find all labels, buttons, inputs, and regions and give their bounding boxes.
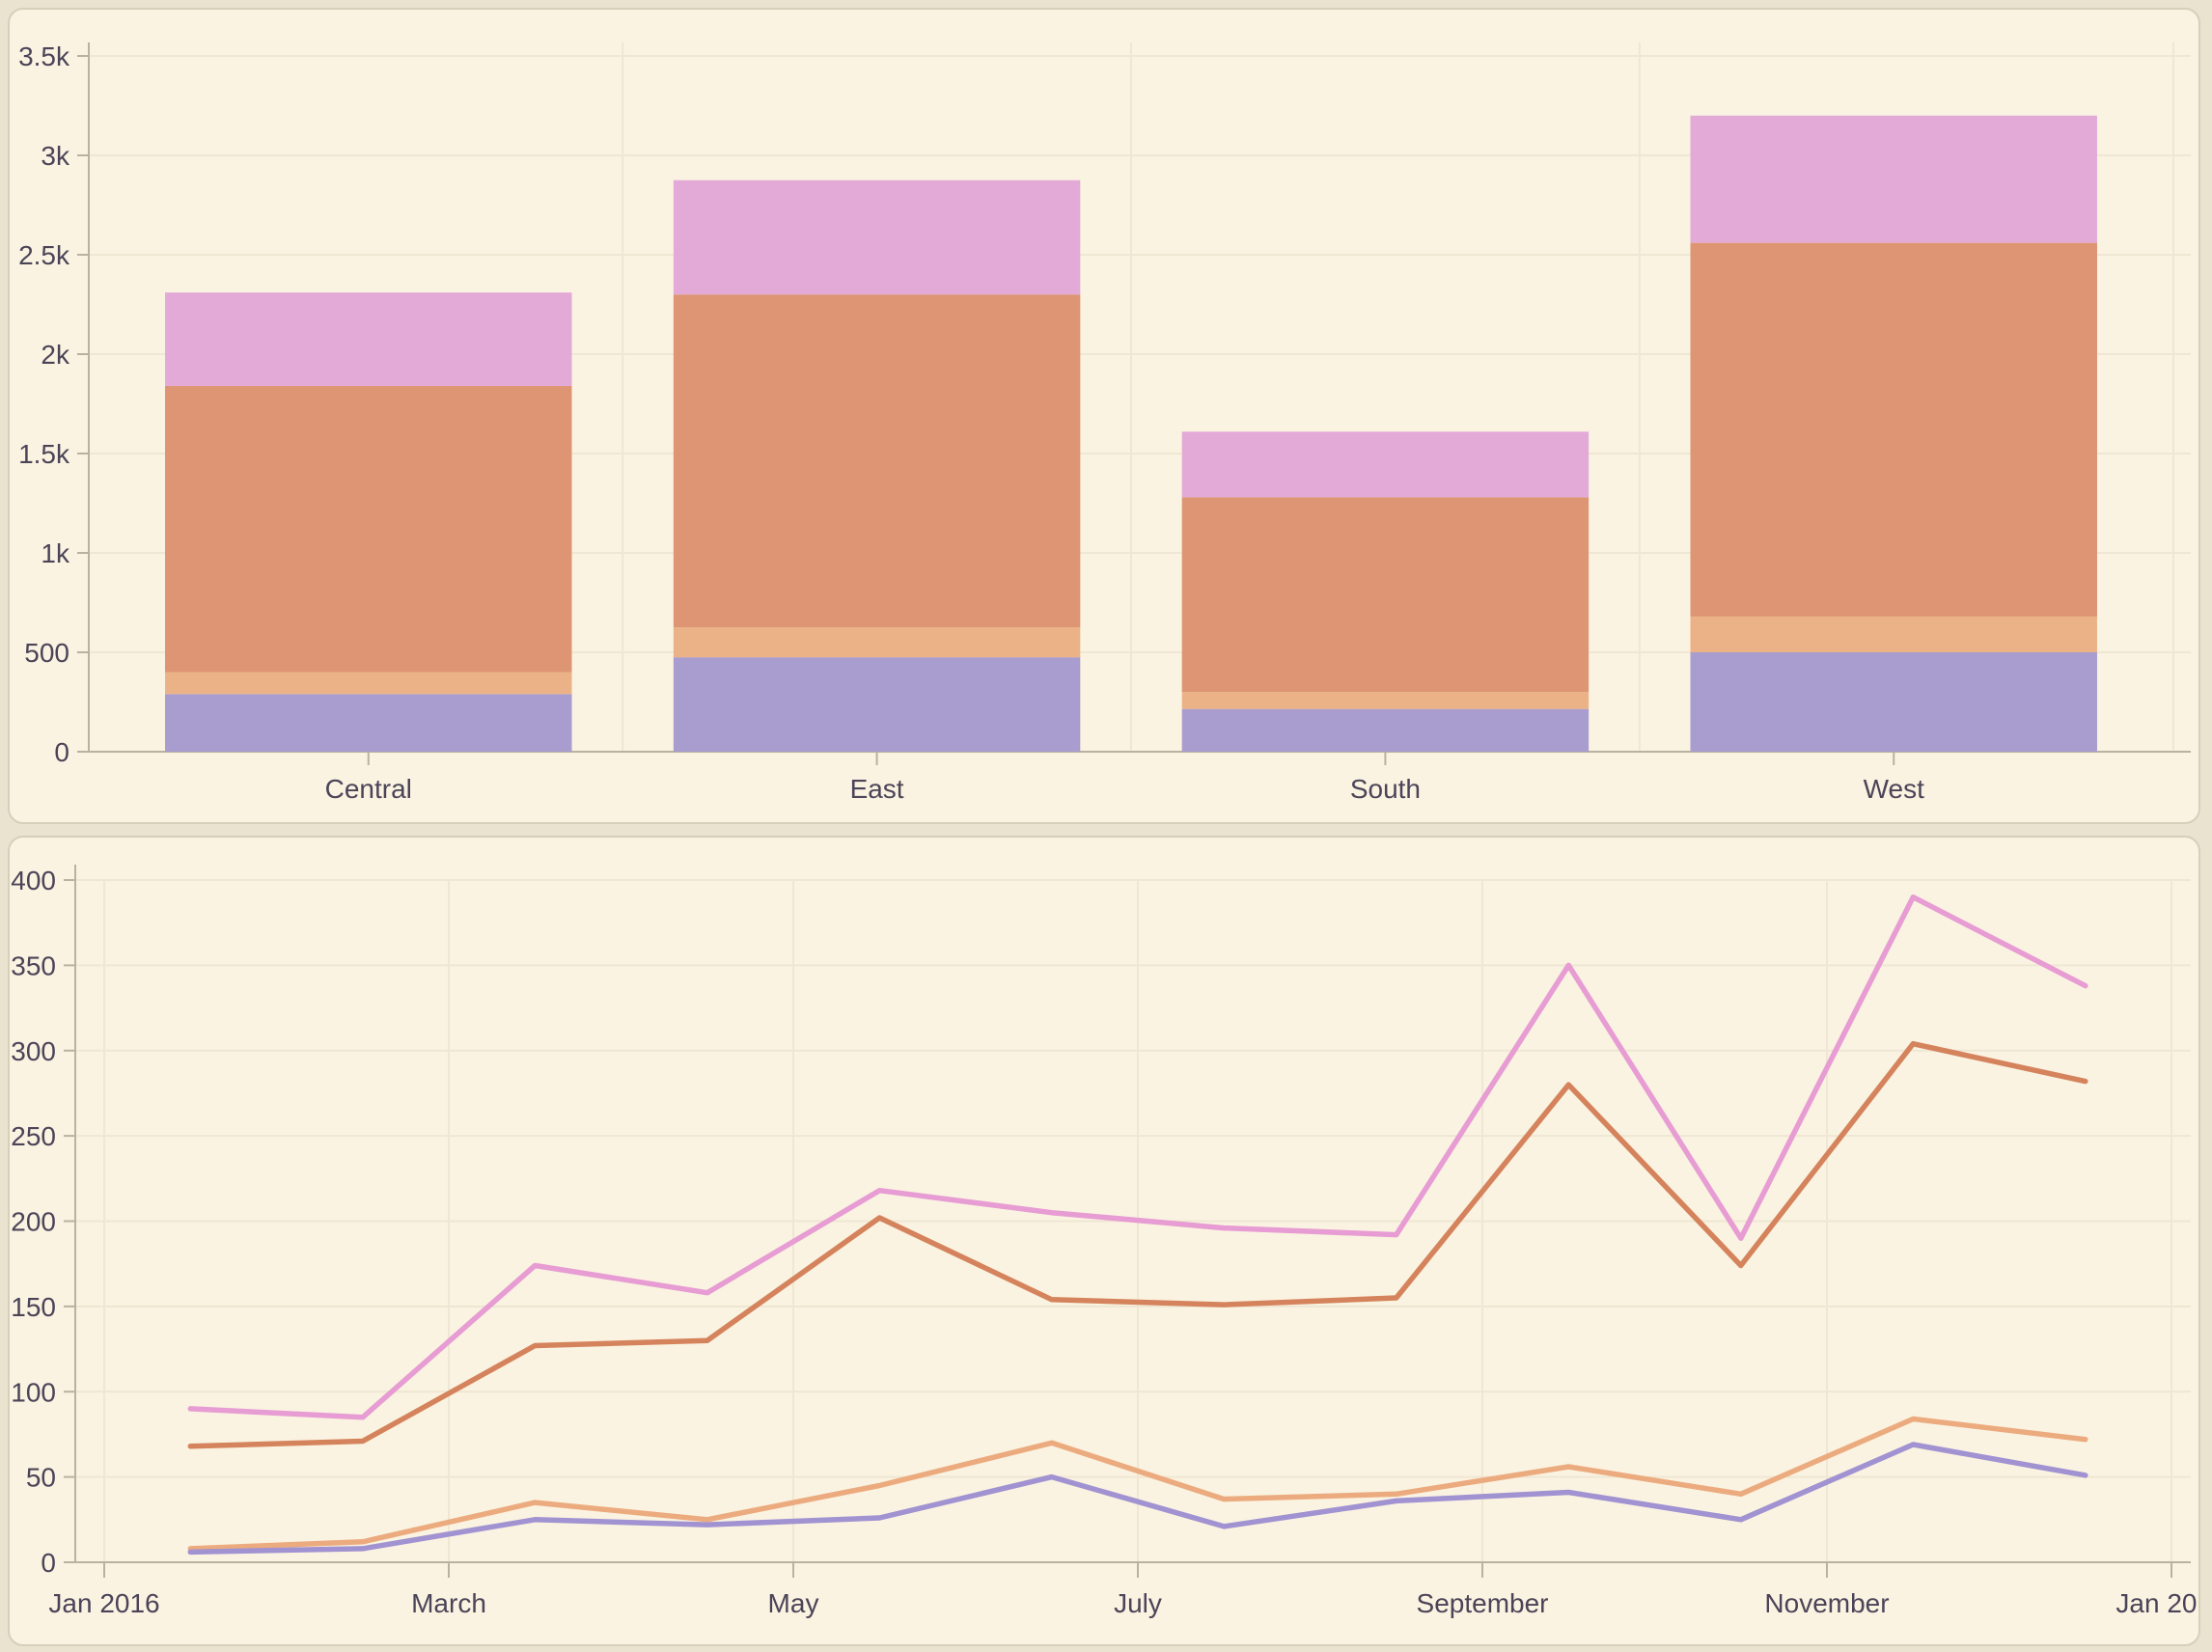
line-chart-ytick-label: 100 [11,1377,56,1407]
line-chart-ytick-label: 0 [41,1548,56,1578]
stacked-bar-chart-card: 0 500 1k 1.5k 2k 2.5k 3k 3.5k Central East South We… [8,8,2200,824]
bar-chart-category-label: Central [325,774,412,804]
bar-segment-west-pink[interactable] [1690,115,2097,243]
line-chart-xtick-label: Jan 2017 [2115,1588,2198,1618]
bar-chart-category-label: South [1350,774,1421,804]
line-chart-ytick-label: 350 [11,950,56,980]
line-chart-xtick-label: May [768,1588,819,1618]
bar-segment-east-purple[interactable] [673,657,1081,752]
bar-chart-ytick-label: 3.5k [18,41,70,71]
line-chart-xtick-label: November [1764,1588,1889,1618]
line-chart-ytick-label: 250 [11,1121,56,1151]
bar-chart-ytick-label: 0 [54,737,69,767]
bar-segment-central-tan[interactable] [165,672,572,695]
line-chart-xtick-label: September [1417,1588,1549,1618]
bar-segment-south-salmon[interactable] [1181,497,1590,693]
bar-chart-ytick-label: 2.5k [18,240,70,270]
bar-segment-east-salmon[interactable] [673,294,1081,628]
line-chart-ytick-label: 200 [11,1207,56,1237]
line-chart: 0 50 100 150 200 250 300 350 400 Jan 2016 March May… [11,865,2198,1618]
bar-segment-central-pink[interactable] [165,292,572,386]
bar-chart-ytick-label: 1k [41,538,70,568]
bar-segment-west-salmon[interactable] [1690,242,2097,617]
bar-chart-ytick-label: 2k [41,340,70,370]
bar-segment-south-purple[interactable] [1181,708,1590,752]
bar-chart-ytick-label: 1.5k [18,439,70,469]
line-series-orange[interactable] [187,1040,2088,1449]
line-chart-ytick-label: 150 [11,1292,56,1322]
line-chart-xtick-label: Jan 2016 [48,1588,159,1618]
line-chart-card: 0 50 100 150 200 250 300 350 400 Jan 2016 March May… [8,836,2200,1646]
bar-segment-central-salmon[interactable] [165,385,572,673]
bar-chart-ytick-label: 500 [24,638,69,668]
line-chart-xtick-label: March [411,1588,486,1618]
bar-segment-central-purple[interactable] [165,694,572,752]
bar-segment-south-tan[interactable] [1181,692,1590,709]
bar-chart-category-label: East [850,774,904,804]
bar-segment-west-purple[interactable] [1690,652,2097,752]
line-chart-ytick-label: 400 [11,866,56,895]
bar-chart-category-label: West [1864,774,1924,804]
bar-chart-ytick-label: 3k [41,141,70,171]
bar-segment-east-pink[interactable] [673,179,1081,295]
bar-segment-east-tan[interactable] [673,627,1081,658]
line-chart-xtick-label: July [1114,1588,1162,1618]
line-series-purple[interactable] [187,1442,2088,1556]
stacked-bar-chart: 0 500 1k 1.5k 2k 2.5k 3k 3.5k Central East South We… [18,41,2191,804]
line-chart-ytick-label: 300 [11,1036,56,1066]
bar-segment-west-tan[interactable] [1690,616,2097,652]
bar-segment-south-pink[interactable] [1181,431,1590,498]
line-series-pink[interactable] [187,894,2088,1420]
line-chart-ytick-label: 50 [26,1463,56,1493]
line-series-tan[interactable] [187,1416,2088,1552]
